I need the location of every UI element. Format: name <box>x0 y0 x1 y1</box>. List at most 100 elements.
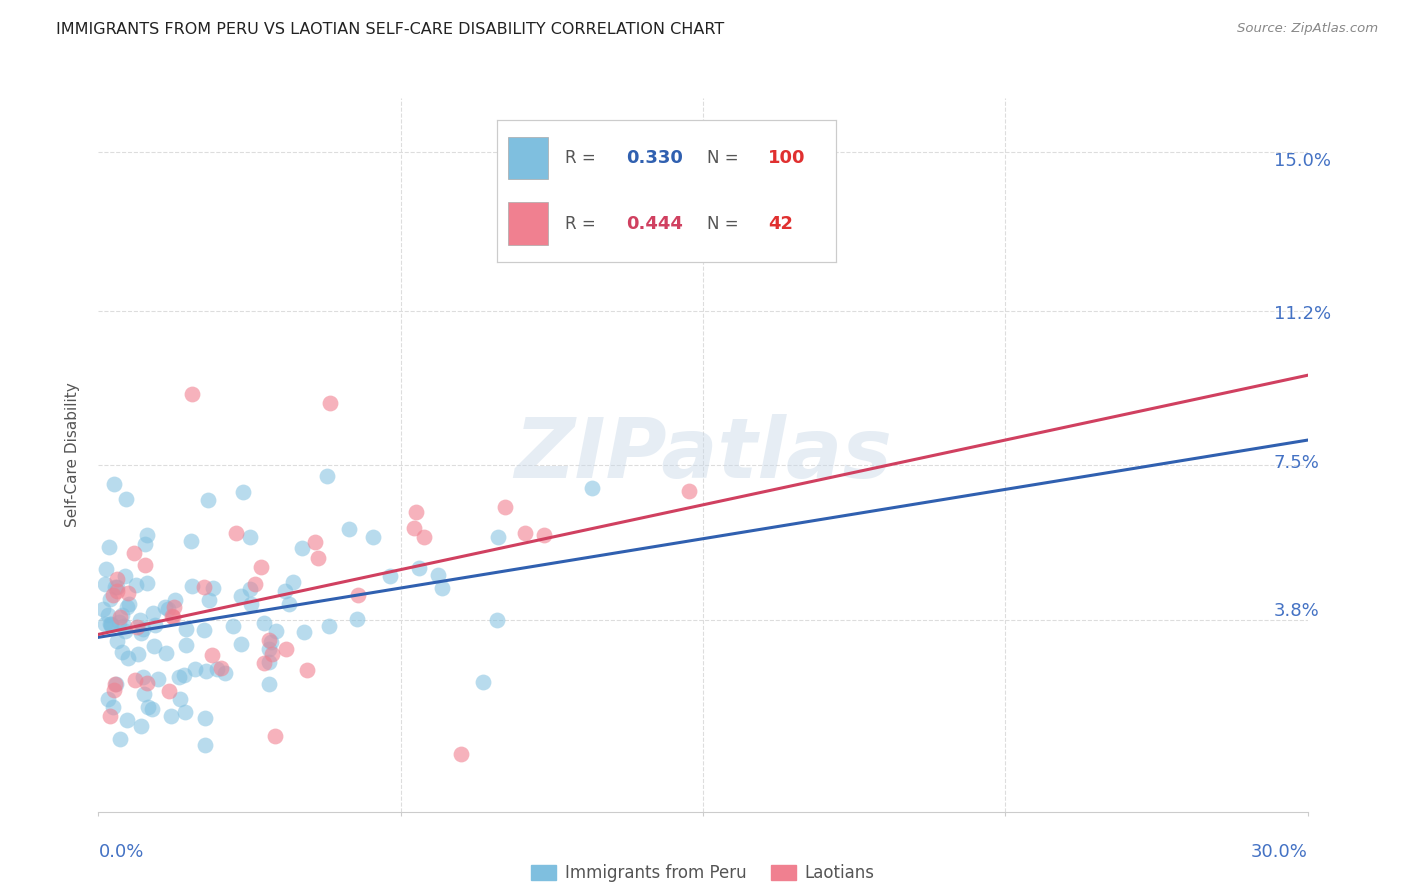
Point <box>205 657 228 672</box>
Point <box>260 612 283 626</box>
Point <box>181 574 204 589</box>
Point <box>233 583 256 598</box>
Point <box>360 527 382 541</box>
Point <box>184 717 207 731</box>
Point <box>450 498 472 512</box>
Point <box>292 580 315 594</box>
Text: Source: ZipAtlas.com: Source: ZipAtlas.com <box>1237 22 1378 36</box>
Point <box>177 685 200 699</box>
Point <box>174 533 197 547</box>
Point <box>174 606 197 620</box>
Point <box>187 608 209 623</box>
Point <box>231 599 253 613</box>
Point <box>243 611 266 625</box>
Point <box>318 631 340 645</box>
Point <box>243 626 266 640</box>
Point <box>176 606 198 620</box>
Point <box>180 664 202 678</box>
Point <box>215 627 238 641</box>
Point <box>188 485 211 500</box>
Point <box>202 704 225 718</box>
Point <box>302 587 325 601</box>
Point <box>225 634 247 648</box>
Point <box>207 673 229 688</box>
Point <box>191 576 214 591</box>
Point <box>314 644 336 658</box>
Point <box>305 567 328 582</box>
Point <box>231 695 253 709</box>
Point <box>523 602 546 616</box>
Point <box>318 622 340 636</box>
Point <box>232 590 254 604</box>
Point <box>530 493 553 508</box>
Point <box>174 582 197 596</box>
Point <box>247 525 270 540</box>
Point <box>209 686 232 700</box>
Point <box>458 523 481 537</box>
Point <box>252 649 274 664</box>
Point <box>249 384 271 399</box>
Point <box>188 559 211 574</box>
Point <box>208 566 231 581</box>
Point <box>176 695 198 709</box>
Point <box>201 602 224 616</box>
Point <box>232 599 254 614</box>
Point <box>412 522 434 536</box>
Point <box>260 571 283 585</box>
Point <box>172 553 194 567</box>
Point <box>180 664 202 678</box>
Point <box>524 522 547 536</box>
Point <box>370 464 392 478</box>
Point <box>204 615 226 629</box>
Point <box>197 538 219 552</box>
Point <box>249 569 271 583</box>
Point <box>363 542 385 557</box>
Point <box>510 662 533 676</box>
Point <box>389 514 412 528</box>
Legend: Immigrants from Peru, Laotians: Immigrants from Peru, Laotians <box>543 837 898 868</box>
Point <box>301 523 323 537</box>
Point <box>198 568 221 582</box>
Point <box>295 479 318 493</box>
Point <box>193 587 215 601</box>
Point <box>333 574 356 589</box>
Point <box>214 595 236 609</box>
Point <box>427 560 450 574</box>
Point <box>205 611 228 625</box>
Point <box>173 678 195 692</box>
Point <box>212 688 235 702</box>
Point <box>449 514 471 528</box>
Point <box>288 519 311 533</box>
Point <box>373 393 395 408</box>
Point <box>200 635 222 649</box>
Point <box>180 570 202 584</box>
Point <box>321 623 343 637</box>
Point <box>697 478 720 492</box>
Point <box>609 475 631 490</box>
Point <box>200 608 222 623</box>
Point <box>170 567 193 582</box>
Point <box>217 607 239 622</box>
Point <box>333 631 356 645</box>
Point <box>188 613 211 627</box>
Point <box>218 659 240 673</box>
Point <box>565 521 588 535</box>
Point <box>179 471 201 485</box>
Point <box>207 530 229 544</box>
Point <box>340 566 363 581</box>
Text: 30.0%: 30.0% <box>1251 843 1308 861</box>
Point <box>474 572 496 586</box>
Point <box>186 632 208 647</box>
Point <box>325 613 347 627</box>
Point <box>170 606 193 620</box>
Point <box>294 625 316 640</box>
Point <box>353 650 375 665</box>
Point <box>264 583 287 598</box>
Point <box>238 678 260 692</box>
Point <box>260 696 283 710</box>
Point <box>336 587 359 601</box>
Point <box>184 599 207 614</box>
Point <box>347 533 370 547</box>
Point <box>319 664 342 678</box>
Point <box>373 608 395 623</box>
